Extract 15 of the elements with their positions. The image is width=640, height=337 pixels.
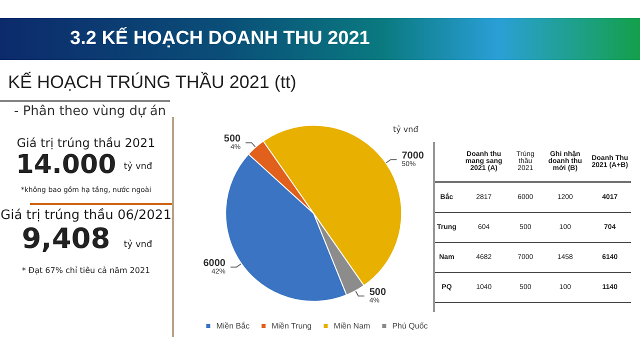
legend-label: Phú Quốc: [392, 322, 428, 330]
legend-label: Miền Bắc: [216, 322, 250, 330]
legend-label: Miền Nam: [334, 322, 371, 330]
text: Giá trị trúng thầu 2021: [16, 136, 156, 150]
text: Giá trị trúng thầu 06/2021: [0, 208, 172, 223]
text: tỷ vnđ: [124, 162, 152, 172]
text: 14.000: [16, 150, 116, 180]
text: * Đạt 67% chỉ tiêu cả năm 2021: [20, 266, 152, 275]
chart-title: 3.2 KẾ HOẠCH DOANH THU 2021: [70, 28, 370, 50]
legend-label: Miền Trung: [272, 322, 312, 330]
chart-subtitle: KẾ HOẠCH TRÚNG THẦU 2021 (tt): [8, 72, 296, 93]
text: tỷ vnđ: [393, 125, 418, 134]
text: - Phân theo vùng dự án: [14, 104, 166, 119]
text: 9,408: [22, 222, 110, 255]
text: tỷ vnđ: [124, 240, 152, 250]
